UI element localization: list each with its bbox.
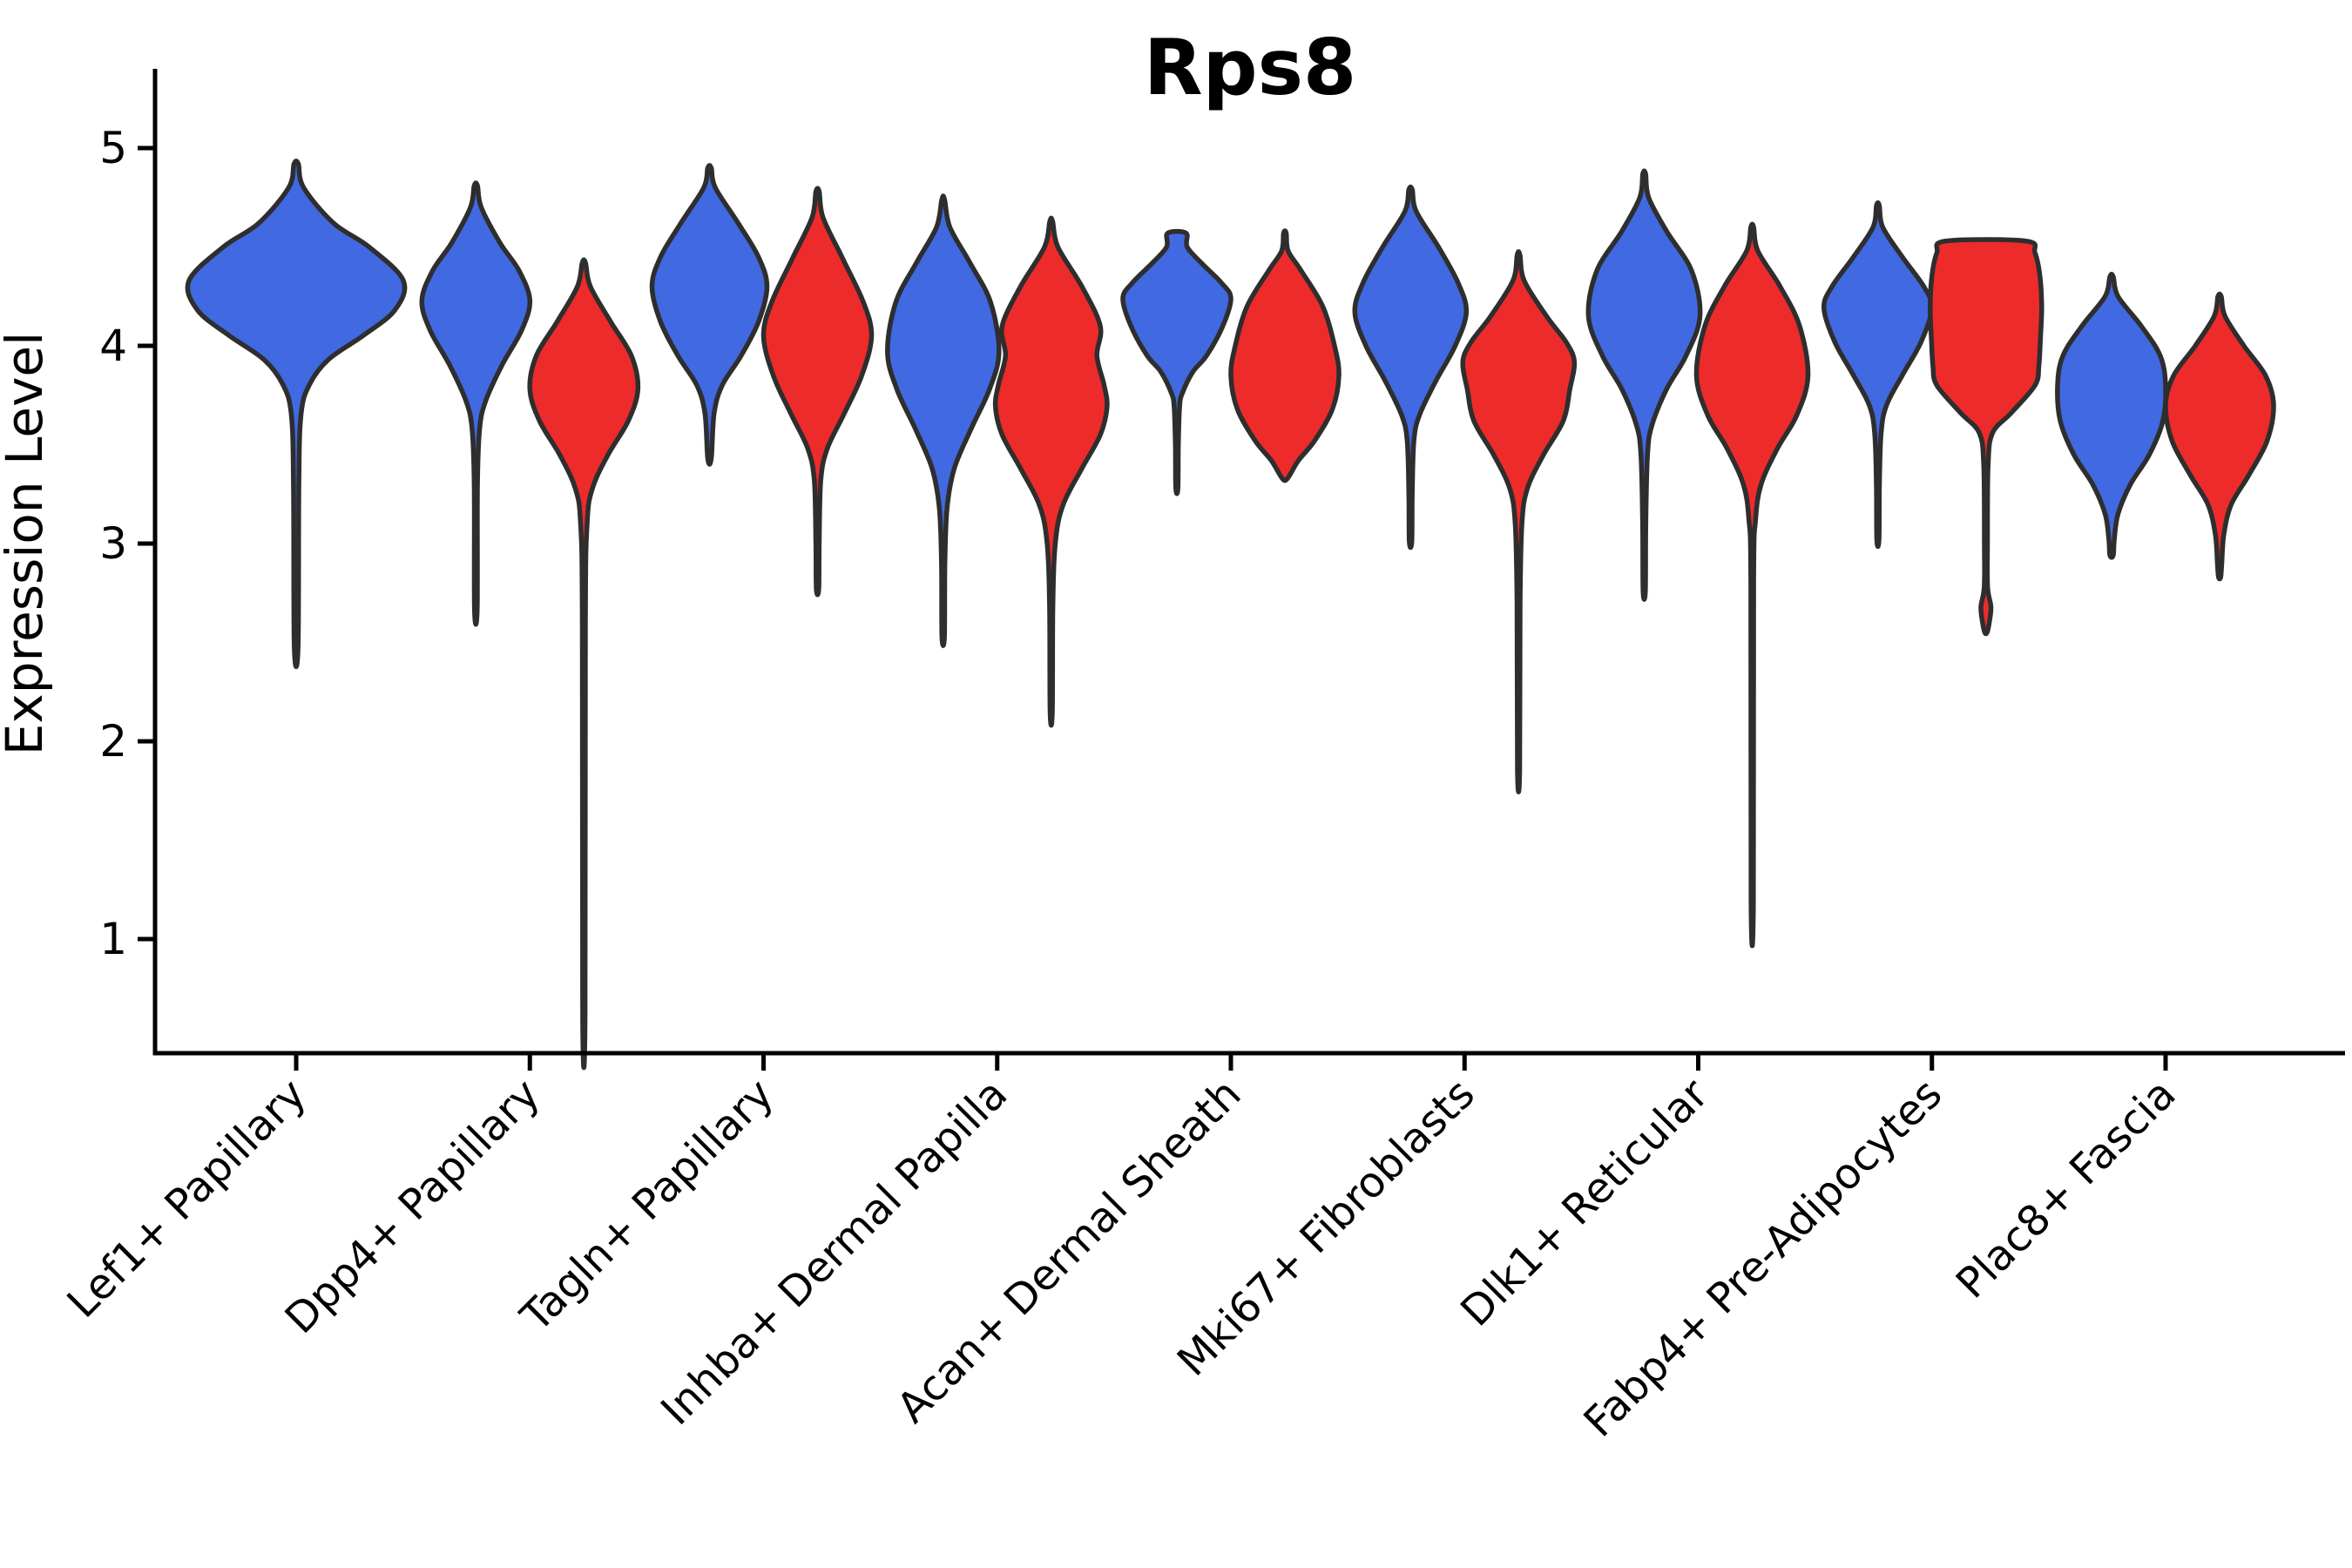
plot-title: Rps8	[1144, 23, 1356, 112]
violin-blue-dpp4	[419, 180, 533, 627]
violin-blue-inhba	[885, 193, 1002, 648]
violin-red-fabp4	[1928, 237, 2044, 637]
violin-red-acan	[1228, 228, 1342, 483]
x-tick-label: Tagln+ Papillary	[511, 1070, 783, 1342]
violin-blue-tagln	[649, 163, 770, 467]
x-tick-label: Dlk1+ Reticular	[1451, 1070, 1718, 1336]
violin-blue-dlk1	[1585, 168, 1703, 602]
violin-blue-lef1	[185, 159, 408, 669]
violin-blue-mki67	[1352, 184, 1470, 551]
violin-blue-acan	[1120, 228, 1233, 497]
violin-red-inhba	[992, 215, 1110, 728]
y-tick-label-5: 5	[99, 123, 127, 173]
y-tick-label-1: 1	[99, 914, 127, 964]
violin-red-mki67	[1460, 249, 1578, 794]
x-tick-label: Plac8+ Fascia	[1947, 1070, 2186, 1308]
violin-blue-plac8	[2055, 272, 2168, 560]
violin-blue-fabp4	[1821, 199, 1935, 550]
y-tick-label-2: 2	[99, 716, 127, 767]
x-tick-label: Lef1+ Papillary	[58, 1070, 316, 1328]
y-tick-label-4: 4	[99, 321, 127, 371]
x-tick-label: Dpp4+ Papillary	[276, 1070, 550, 1343]
violin-red-tagln	[760, 186, 875, 598]
y-axis-label: Expression Level	[0, 332, 54, 755]
violin-red-plac8	[2163, 291, 2276, 582]
violin-red-dlk1	[1693, 221, 1811, 949]
violin-red-dpp4	[527, 257, 641, 1070]
y-tick-label-3: 3	[99, 518, 127, 569]
